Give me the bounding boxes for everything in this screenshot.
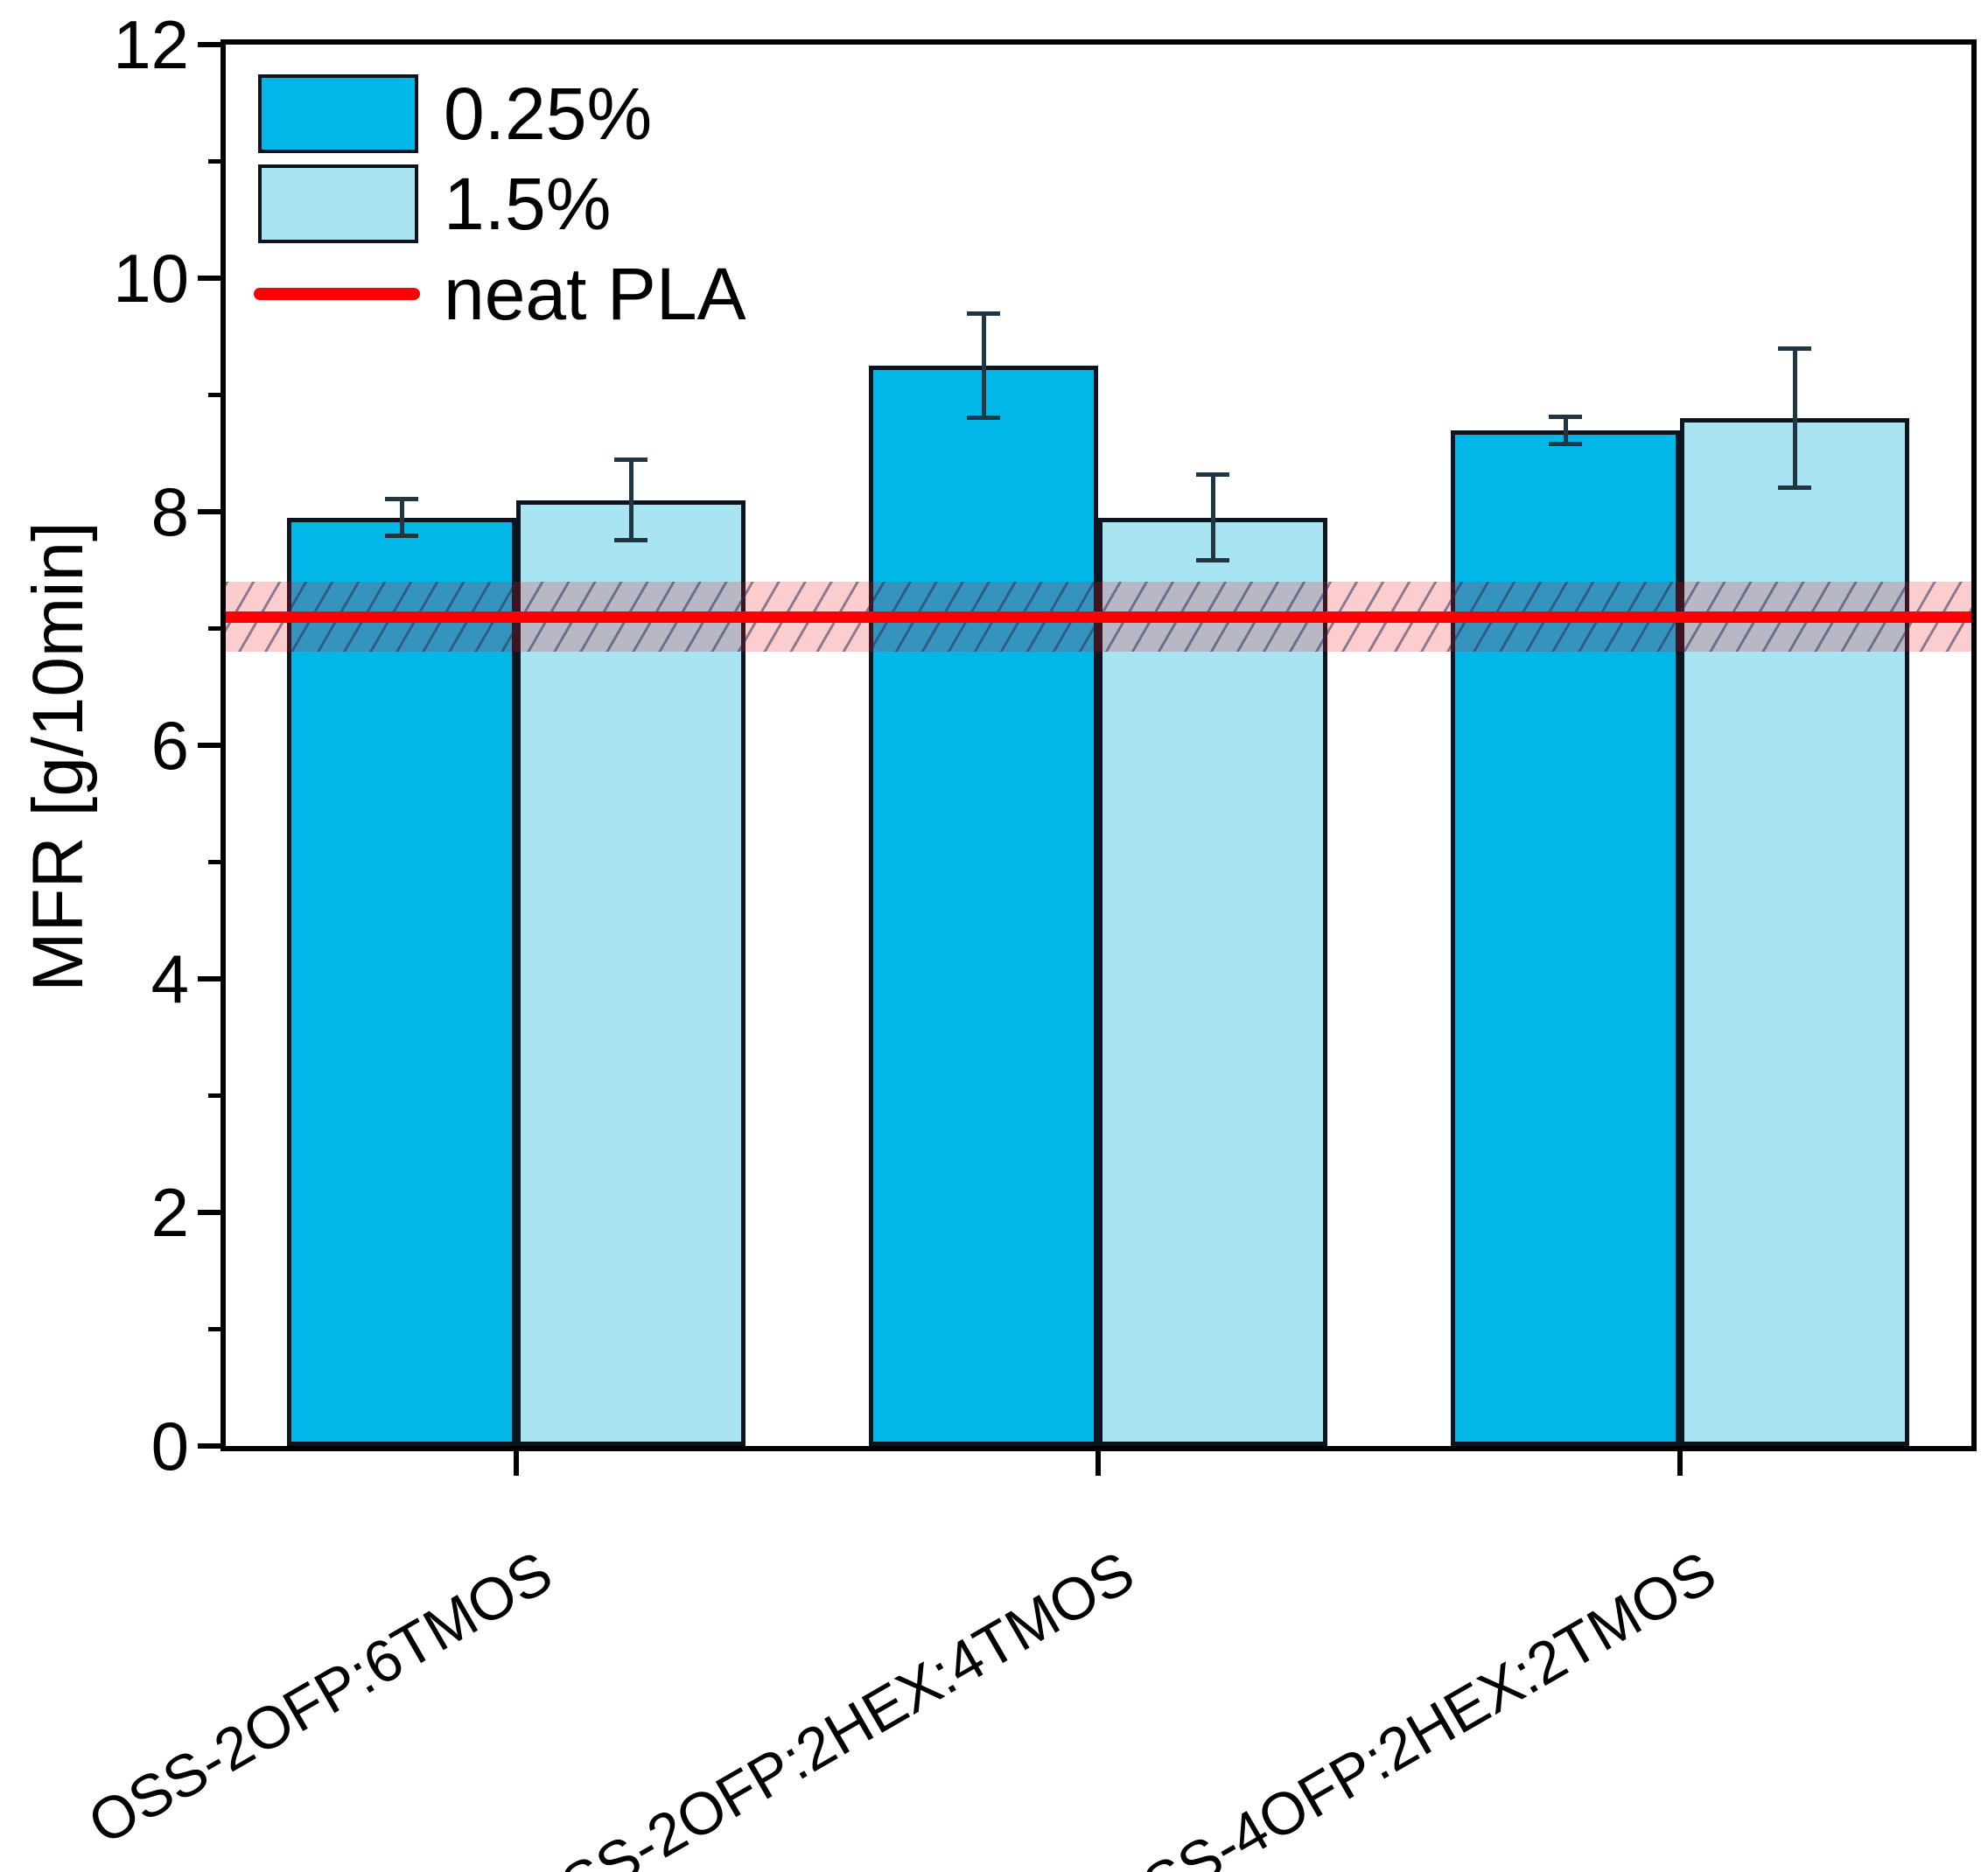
- error-bar-line: [399, 499, 404, 537]
- error-bar-cap-top: [385, 497, 418, 502]
- error-bar-cap-bottom: [1778, 485, 1811, 491]
- error-bar-cap-bottom: [1196, 558, 1229, 563]
- y-major-tick: [198, 976, 226, 981]
- y-major-tick: [198, 1210, 226, 1215]
- x-tick: [1096, 1451, 1101, 1476]
- error-bar-line: [1563, 416, 1568, 444]
- y-tick-label: 10: [113, 240, 189, 317]
- y-minor-tick: [208, 393, 226, 397]
- x-category-label: OSS-2OFP:2HEX:4TMOS: [510, 1538, 1145, 1872]
- legend-label-series-0: 0.25%: [444, 73, 653, 155]
- x-category-label: OSS-4OFP:2HEX:2TMOS: [1092, 1538, 1727, 1872]
- error-bar-cap-top: [1778, 346, 1811, 352]
- y-minor-tick: [208, 1327, 226, 1331]
- reference-line: [226, 611, 1971, 623]
- error-bar-cap-bottom: [385, 534, 418, 539]
- legend-swatch-series-0: [258, 74, 418, 153]
- y-minor-tick: [208, 626, 226, 631]
- legend-label-series-1: 1.5%: [444, 163, 612, 245]
- error-bar-cap-top: [1549, 414, 1582, 419]
- error-bar-line: [628, 458, 634, 541]
- legend-swatch-series-1: [258, 164, 418, 243]
- plot-frame: [220, 39, 1977, 1451]
- y-major-tick: [198, 1443, 226, 1449]
- y-tick-label: 12: [113, 6, 189, 83]
- error-bar-cap-top: [967, 311, 1000, 317]
- legend-refline-swatch: [254, 288, 420, 300]
- error-bar-cap-bottom: [1549, 441, 1582, 446]
- error-bar-cap-bottom: [967, 416, 1000, 421]
- error-bar-line: [981, 313, 986, 419]
- error-bar-cap-top: [614, 457, 648, 462]
- y-minor-tick: [208, 159, 226, 164]
- y-major-tick: [198, 743, 226, 748]
- error-bar-cap-top: [1196, 472, 1229, 478]
- y-minor-tick: [208, 860, 226, 864]
- bar-0.25%-OSS-2OFP:6TMOS: [287, 517, 516, 1446]
- legend-refline-label: neat PLA: [444, 253, 746, 335]
- y-tick-label: 2: [150, 1174, 189, 1251]
- error-bar-line: [1792, 348, 1797, 489]
- y-major-tick: [198, 509, 226, 514]
- y-axis-title: MFR [g/10min]: [18, 521, 98, 992]
- y-tick-label: 0: [150, 1407, 189, 1484]
- y-tick-label: 4: [150, 940, 189, 1017]
- x-category-label: OSS-2OFP:6TMOS: [77, 1538, 564, 1858]
- error-bar-cap-bottom: [614, 538, 648, 543]
- y-tick-label: 8: [150, 473, 189, 550]
- bar-0.25%-OSS-2OFP:2HEX:4TMOS: [869, 366, 1098, 1446]
- y-major-tick: [198, 42, 226, 47]
- bar-1.5%-OSS-2OFP:6TMOS: [516, 499, 746, 1446]
- y-major-tick: [198, 276, 226, 281]
- y-minor-tick: [208, 1093, 226, 1098]
- y-tick-label: 6: [150, 707, 189, 784]
- x-tick: [1677, 1451, 1683, 1476]
- x-tick: [514, 1451, 519, 1476]
- error-bar-line: [1210, 474, 1215, 562]
